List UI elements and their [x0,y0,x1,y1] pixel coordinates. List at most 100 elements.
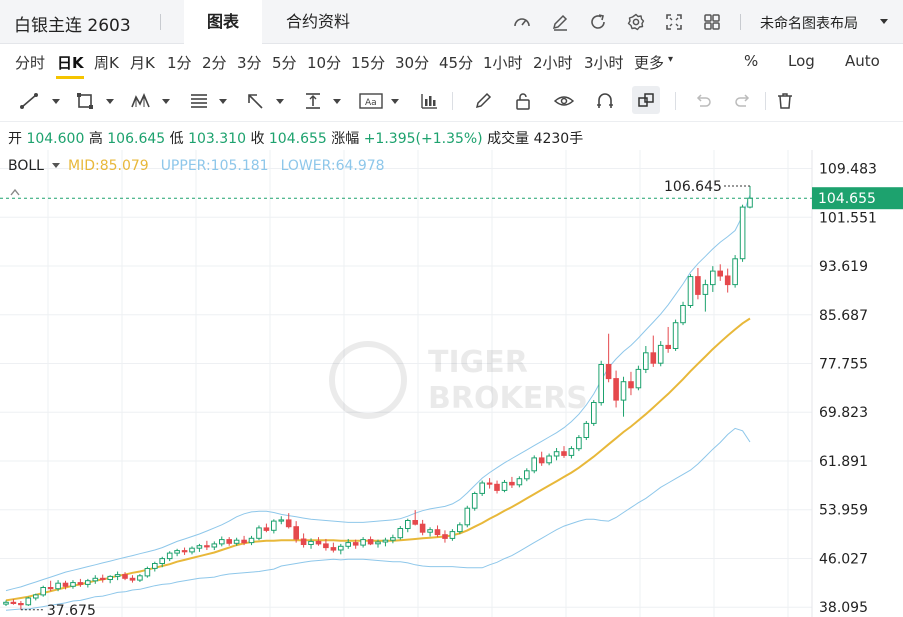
group-icon[interactable] [636,90,656,110]
candle-body [657,344,664,364]
candle-body [650,352,657,364]
candle-body [687,276,694,306]
tab-contract-info[interactable]: 合约资料 [285,12,350,31]
scale-auto-button[interactable]: Auto [845,52,880,70]
gear-icon[interactable] [626,12,646,32]
high-value: 106.645 [107,131,166,147]
chevron-down-icon[interactable] [276,99,284,104]
candle-body [568,448,575,456]
magnet-icon[interactable] [594,90,616,112]
toolbar-divider [675,92,676,110]
period-1m[interactable]: 1分 [167,54,192,72]
candle-body [382,539,389,543]
toolbar-divider [765,92,766,110]
scale-log-button[interactable]: Log [788,52,815,70]
chevron-down-icon[interactable] [333,99,341,104]
candle-body [583,422,590,438]
period-10m[interactable]: 10分 [307,54,342,72]
chevron-down-icon[interactable] [51,163,60,168]
period-3m[interactable]: 3分 [237,54,262,72]
chevron-up-icon[interactable] [10,188,20,196]
y-tick-label: 61.891 [819,454,868,470]
measure-icon[interactable] [302,90,324,112]
period-3h[interactable]: 3小时 [584,54,624,72]
text-icon[interactable]: Aa [358,90,384,112]
toolbar-divider [452,92,453,110]
chevron-down-icon[interactable]: ▾ [668,54,674,65]
candle-body [300,538,307,545]
layout-menu[interactable]: 未命名图表布局 [760,16,858,32]
fib-icon[interactable] [188,90,210,112]
period-45m[interactable]: 45分 [439,54,474,72]
chevron-down-icon[interactable] [106,99,114,104]
candle-body [739,206,746,260]
period-more[interactable]: 更多 [634,54,665,72]
chevron-down-icon[interactable] [391,99,399,104]
rectangle-icon[interactable] [74,90,96,112]
chevron-down-icon[interactable] [162,99,170,104]
candle-body [62,582,69,587]
watermark-circle-icon [329,341,407,419]
candle-body [144,568,151,577]
eye-icon[interactable] [553,90,575,112]
quote-summary: 开 104.600 高 106.645 低 103.310 收 104.655 … [8,128,583,148]
candle-body [531,457,538,472]
chevron-down-icon[interactable] [880,19,888,24]
lock-icon[interactable] [512,90,534,112]
candle-body [271,520,277,531]
trash-icon[interactable] [774,90,796,112]
period-daily[interactable]: 日K [57,54,84,72]
candle-body [591,402,597,424]
candle-body [345,542,351,547]
chevron-down-icon[interactable] [52,99,60,104]
grid-icon[interactable] [702,12,722,32]
scale-percent-button[interactable]: % [744,52,759,70]
candle-body [308,540,314,545]
redo-icon[interactable] [732,90,754,112]
period-30m[interactable]: 30分 [395,54,430,72]
undo-icon[interactable] [692,90,714,112]
indicator-name[interactable]: BOLL [8,158,44,174]
chevron-down-icon[interactable] [219,99,227,104]
fullscreen-icon[interactable] [664,12,684,32]
candle-body [330,547,337,551]
candle-body [747,197,753,208]
drawing-toolbar: Aa [0,80,903,122]
close-value: 104.655 [268,131,327,147]
period-5m[interactable]: 5分 [272,54,297,72]
trend-line-icon[interactable] [18,90,40,112]
candle-body [710,270,716,286]
period-weekly[interactable]: 周K [94,54,119,72]
y-tick-label: 53.959 [819,503,868,519]
candle-body [25,597,32,606]
gauge-icon[interactable] [512,12,532,32]
period-intraday[interactable]: 分时 [15,54,46,72]
tab-chart[interactable]: 图表 [184,0,262,44]
brush-icon[interactable] [472,90,494,112]
close-label: 收 [250,131,265,147]
group-button[interactable] [632,86,660,114]
pattern-icon[interactable] [130,90,152,112]
candle-body [85,580,91,585]
period-2m[interactable]: 2分 [202,54,227,72]
pencil-icon[interactable] [550,12,570,32]
indicator-upper: UPPER:105.181 [160,158,269,174]
volume-label: 成交量 [487,131,530,147]
period-monthly[interactable]: 月K [130,54,155,72]
candle-body [181,550,188,553]
candle-body [643,352,649,370]
arrow-icon[interactable] [244,90,266,112]
candle-body [233,539,240,544]
candle-body [665,344,672,349]
refresh-icon[interactable] [588,12,608,32]
bars-icon[interactable] [418,90,440,112]
candle-body [442,534,448,539]
period-1h[interactable]: 1小时 [483,54,523,72]
candle-body [561,451,567,456]
period-15m[interactable]: 15分 [351,54,386,72]
candle-body [40,587,47,596]
period-2h[interactable]: 2小时 [533,54,573,72]
candle-body [524,470,530,480]
low-value: 103.310 [188,131,246,147]
